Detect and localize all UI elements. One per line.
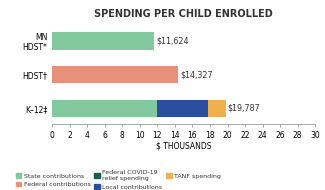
Bar	[52, 100, 157, 117]
Text: $11,624: $11,624	[156, 37, 189, 46]
Legend: State contributions, Federal contributions, Federal COVID-19
relief spending, Lo: State contributions, Federal contributio…	[13, 168, 224, 190]
Bar	[157, 100, 208, 117]
Bar	[52, 66, 178, 83]
Title: SPENDING PER CHILD ENROLLED: SPENDING PER CHILD ENROLLED	[94, 9, 273, 19]
X-axis label: $ THOUSANDS: $ THOUSANDS	[156, 142, 211, 150]
Text: $14,327: $14,327	[180, 70, 213, 79]
Text: $19,787: $19,787	[228, 104, 261, 113]
Bar	[208, 100, 226, 117]
Bar	[52, 32, 154, 50]
